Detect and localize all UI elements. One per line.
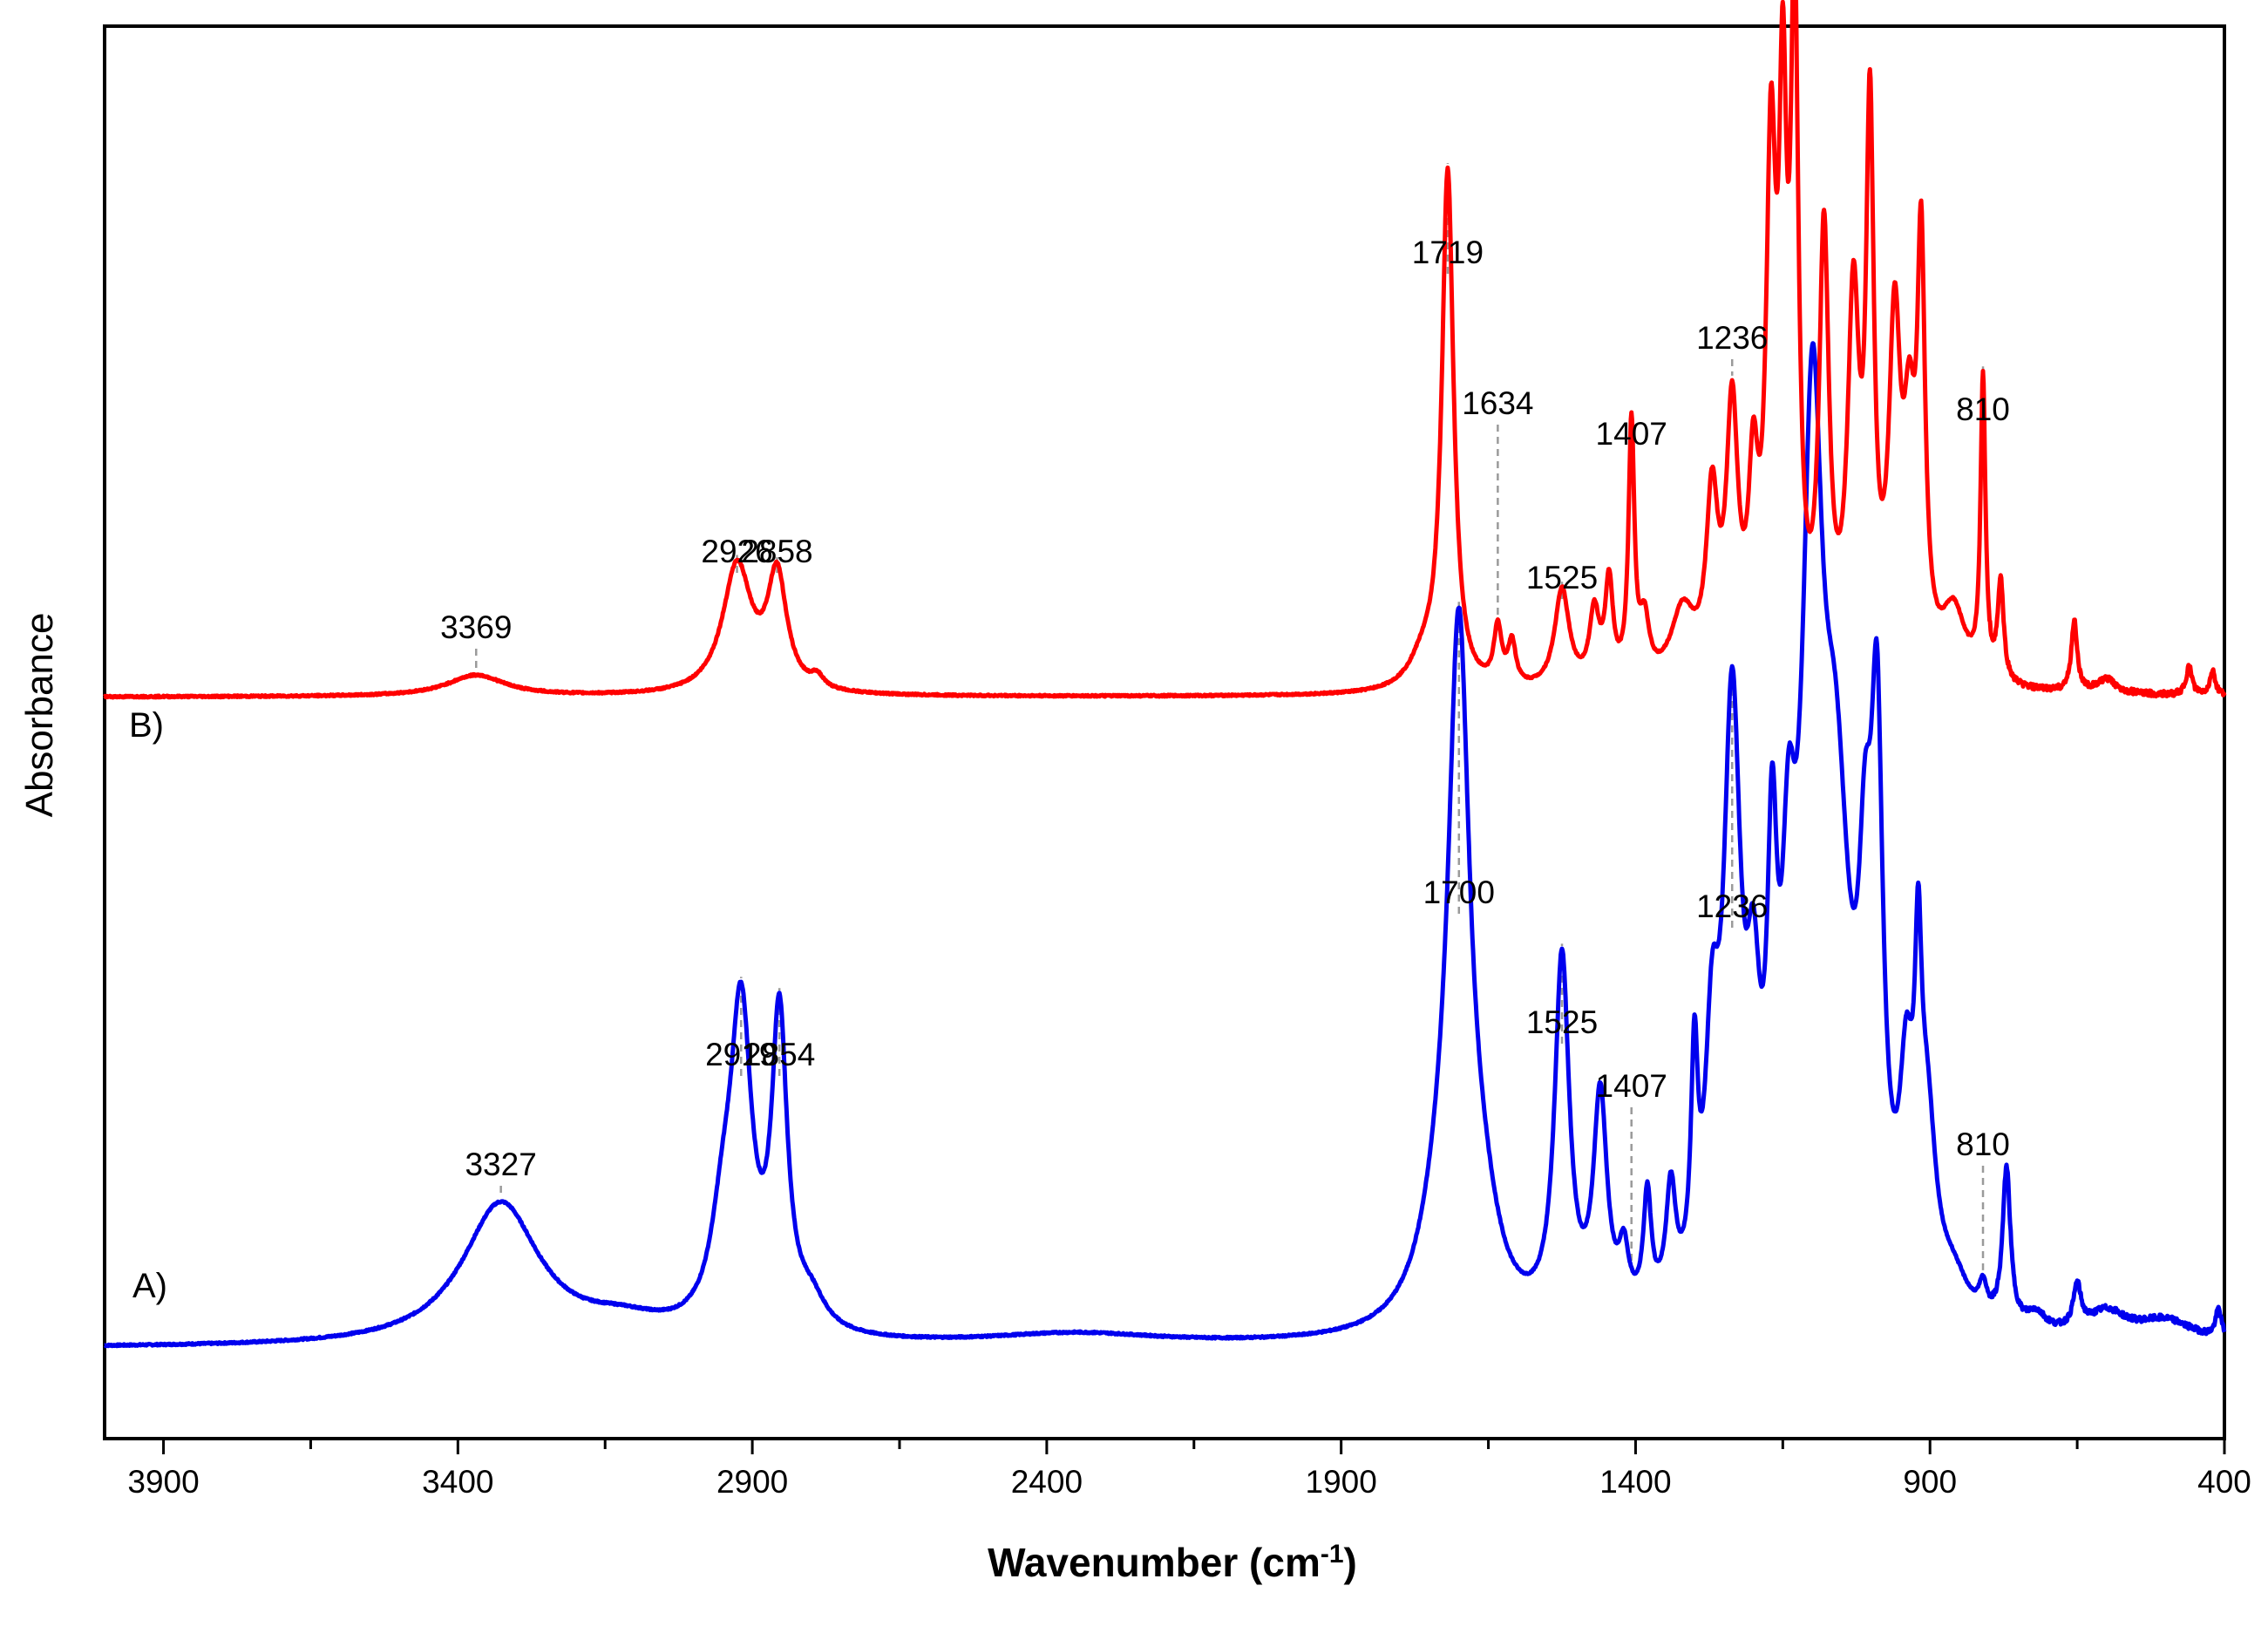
x-axis-minor-ticks	[309, 1439, 2079, 1449]
series-layer	[103, 0, 2227, 1349]
x-tick-label-3400: 3400	[422, 1464, 493, 1500]
x-tick-label-900: 900	[1903, 1464, 1957, 1500]
peak-label-a-1407: 1407	[1596, 1068, 1667, 1104]
peak-label-a-810: 810	[1956, 1126, 2010, 1162]
x-axis-label: Wavenumber (cm-1)	[988, 1540, 1357, 1585]
x-tick-label-400: 400	[2197, 1464, 2251, 1500]
peak-label-b-1407: 1407	[1596, 416, 1667, 452]
x-tick-label-1400: 1400	[1599, 1464, 1671, 1500]
peak-label-b-2926: 2926	[701, 534, 772, 569]
peak-label-b-1236: 1236	[1696, 320, 1768, 356]
y-axis-label: Absorbance	[18, 613, 61, 818]
x-tick-label-2400: 2400	[1011, 1464, 1083, 1500]
peak-label-b-1525: 1525	[1526, 560, 1598, 596]
peak-label-a-3327: 3327	[465, 1147, 536, 1182]
peak-label-b-1634: 1634	[1462, 385, 1533, 421]
peak-label-b-3369: 3369	[440, 609, 512, 645]
peak-label-a-2854: 2854	[744, 1037, 815, 1072]
peak-label-a-2919: 2919	[705, 1037, 777, 1072]
x-tick-label-3900: 3900	[127, 1464, 199, 1500]
peak-label-b-2858: 2858	[741, 534, 812, 569]
series-line-a	[103, 341, 2227, 1349]
peak-label-a-1236: 1236	[1696, 888, 1768, 924]
series-label-a: A)	[132, 1267, 167, 1305]
series-line-b	[103, 0, 2227, 700]
peak-label-b-1719: 1719	[1412, 235, 1484, 270]
peak-label-a-1525: 1525	[1526, 1004, 1598, 1040]
x-tick-label-1900: 1900	[1306, 1464, 1377, 1500]
peak-label-b-810: 810	[1956, 391, 2010, 427]
x-tick-label-2900: 2900	[716, 1464, 788, 1500]
peak-label-a-1700: 1700	[1423, 875, 1495, 910]
plot-frame	[103, 24, 2226, 1440]
series-label-b: B)	[129, 706, 164, 745]
x-axis-major-ticks: 3900 3400 2900 2400 1900 1400 900 400	[127, 1439, 2251, 1500]
